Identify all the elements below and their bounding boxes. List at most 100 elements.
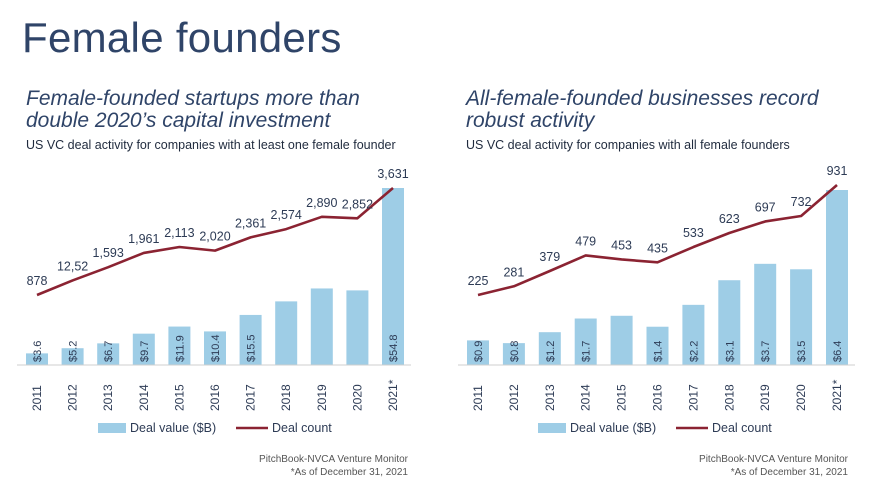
deal-count-label: 479: [575, 234, 596, 248]
legend-bar-swatch: [538, 423, 566, 433]
deal-value-label: $1.7: [581, 341, 593, 362]
deal-count-label: 1,961: [128, 232, 159, 246]
legend-line-label: Deal count: [272, 421, 332, 435]
left-chart-subtitle: US VC deal activity for companies with a…: [26, 138, 396, 152]
deal-value-label: $6.4: [832, 341, 844, 362]
left-chart-headline: Female-founded startups more than double…: [26, 87, 360, 132]
deal-value-label: $0.9: [473, 341, 485, 362]
x-tick-label: 2011: [471, 385, 485, 411]
deal-value-bar: [97, 343, 120, 365]
deal-count-label: 697: [755, 200, 776, 214]
right-chart: $0.9 $0.8 $1.2 $1.7 $1.4 $2.2 $3.1 $3.7 $3.5 $6.4…: [458, 164, 855, 435]
left-source-label: PitchBook-NVCA Venture Monitor: [259, 454, 408, 465]
legend-line-label: Deal count: [712, 421, 772, 435]
x-tick-label: 2020: [350, 384, 364, 411]
deal-value-bar: [538, 332, 561, 365]
page-title: Female founders: [22, 14, 342, 61]
deal-value-bar: [239, 314, 262, 365]
deal-count-label: 533: [683, 226, 704, 240]
deal-count-label: 623: [719, 212, 740, 226]
left-chart-panel: Female-founded startups more than double…: [0, 0, 420, 489]
x-tick-label: 2017: [244, 384, 258, 411]
x-tick-label: 2021*: [830, 379, 844, 411]
deal-count-label: 931: [827, 164, 848, 178]
x-tick-label: 2016: [651, 384, 665, 411]
deal-value-bar: [574, 318, 597, 365]
x-tick-label: 2017: [686, 384, 700, 411]
deal-value-bar: [346, 290, 369, 365]
x-tick-label: 2011: [30, 385, 44, 411]
deal-value-bar: [610, 315, 633, 365]
deal-count-label: 2,574: [271, 208, 302, 222]
x-tick-label: 2014: [579, 384, 593, 411]
deal-value-label: $5.2: [68, 341, 80, 362]
deal-value-label: $15.5: [246, 334, 258, 362]
deal-value-label: $2.2: [688, 341, 700, 362]
x-tick-label: 2021*: [386, 379, 400, 411]
deal-value-bar: [826, 190, 848, 365]
deal-value-bar: [754, 263, 777, 365]
deal-value-label: $1.2: [545, 341, 557, 362]
x-tick-label: 2015: [172, 384, 186, 411]
right-chart-source: PitchBook-NVCA Venture Monitor *As of De…: [699, 453, 848, 479]
deal-count-label: 2,890: [306, 196, 337, 210]
deal-count-label: 435: [647, 241, 668, 255]
deal-value-bar: [682, 304, 705, 365]
deal-value-label: $11.9: [174, 335, 186, 362]
deal-value-bar: [310, 288, 333, 365]
deal-count-label: 225: [468, 274, 489, 288]
deal-value-bar: [467, 340, 489, 365]
deal-value-label: $3.1: [724, 341, 736, 362]
deal-count-line: [477, 184, 838, 297]
deal-value-label: $3.5: [796, 341, 808, 362]
deal-count-label: 12,52: [57, 259, 88, 273]
right-source-label: PitchBook-NVCA Venture Monitor: [699, 454, 848, 465]
deal-count-label: 732: [791, 195, 812, 209]
x-tick-label: 2013: [543, 384, 557, 411]
deal-value-bar: [26, 353, 48, 365]
x-tick-label: 2018: [722, 384, 736, 411]
left-chart-source: PitchBook-NVCA Venture Monitor *As of De…: [259, 453, 408, 479]
deal-value-label: $6.7: [103, 341, 115, 362]
deal-value-label: $10.4: [210, 334, 222, 362]
right-chart-panel: All-female-founded businesses record rob…: [440, 0, 860, 489]
x-tick-label: 2016: [208, 384, 222, 411]
right-chart-headline: All-female-founded businesses record rob…: [466, 87, 819, 132]
deal-count-label: 2,852: [342, 197, 373, 211]
right-chart-subtitle: US VC deal activity for companies with a…: [466, 138, 790, 152]
x-tick-label: 2019: [758, 384, 772, 411]
deal-value-bar: [382, 188, 404, 365]
deal-count-label: 2,020: [199, 230, 230, 244]
right-source-note: *As of December 31, 2021: [730, 467, 848, 478]
deal-value-label: $0.8: [509, 341, 521, 362]
deal-count-label: 2,113: [164, 226, 194, 240]
deal-value-bar: [204, 331, 226, 365]
deal-value-bar: [790, 269, 813, 365]
deal-value-bar: [168, 326, 191, 365]
deal-value-bar: [132, 333, 155, 365]
legend-bar-label: Deal value ($B): [130, 421, 216, 435]
deal-value-label: $3.7: [760, 341, 772, 362]
deal-value-bar: [718, 280, 741, 365]
deal-count-label: 1,593: [93, 246, 124, 260]
deal-value-label: $1.4: [653, 341, 665, 362]
deal-value-bar: [61, 348, 84, 365]
x-tick-label: 2012: [507, 384, 521, 411]
deal-count-label: 281: [503, 265, 524, 279]
deal-count-label: 453: [611, 238, 632, 252]
x-tick-label: 2020: [794, 384, 808, 411]
deal-count-label: 379: [539, 250, 560, 264]
legend-bar-swatch: [98, 423, 126, 433]
deal-count-line: [36, 187, 394, 297]
deal-value-bar: [646, 326, 669, 365]
deal-value-bar: [502, 343, 525, 365]
deal-count-label: 878: [27, 274, 48, 288]
deal-count-label: 2,361: [235, 216, 266, 230]
legend-bar-label: Deal value ($B): [570, 421, 656, 435]
x-tick-label: 2013: [101, 384, 115, 411]
x-tick-label: 2014: [137, 384, 151, 411]
x-tick-label: 2015: [615, 384, 629, 411]
x-tick-label: 2018: [279, 384, 293, 411]
deal-value-label: $9.7: [139, 341, 151, 362]
deal-value-bar: [275, 301, 298, 365]
